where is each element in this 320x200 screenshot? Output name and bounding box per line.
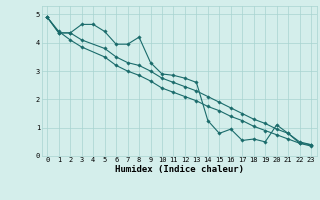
X-axis label: Humidex (Indice chaleur): Humidex (Indice chaleur) [115, 165, 244, 174]
